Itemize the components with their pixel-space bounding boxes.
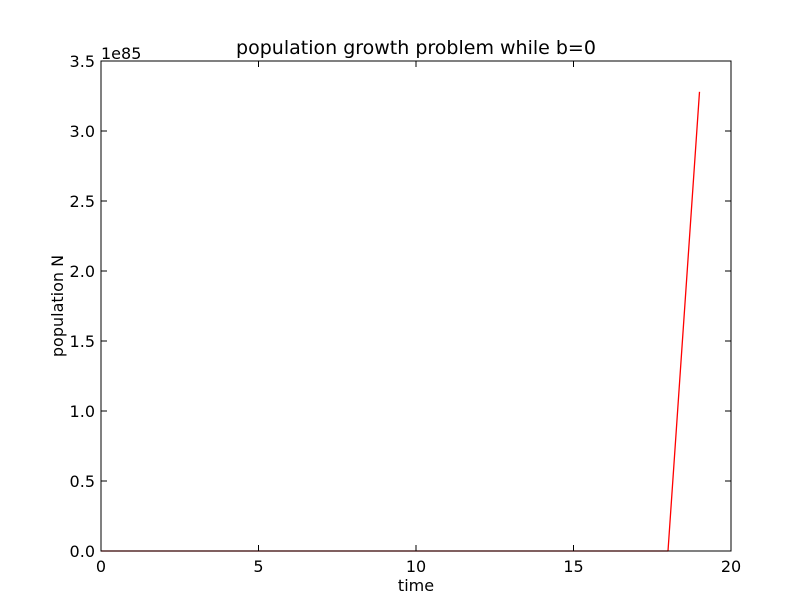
y-tick-label: 2.0	[70, 262, 95, 281]
x-tick-label: 10	[406, 557, 426, 576]
x-tick-label: 15	[563, 557, 583, 576]
y-tick-label: 3.5	[70, 52, 95, 71]
y-tick-label: 0.5	[70, 472, 95, 491]
y-tick-label: 3.0	[70, 122, 95, 141]
x-tick-label: 20	[721, 557, 741, 576]
y-tick-label: 2.5	[70, 192, 95, 211]
x-tick-label: 0	[96, 557, 106, 576]
y-axis-title: population N	[48, 255, 67, 357]
y-axis-offset-label: 1e85	[101, 44, 141, 63]
x-axis-title: time	[398, 576, 434, 595]
y-tick-label: 1.0	[70, 402, 95, 421]
x-tick-label: 5	[253, 557, 263, 576]
y-tick-label: 1.5	[70, 332, 95, 351]
y-tick-label: 0.0	[70, 542, 95, 561]
plot-area: 0 5 10 15 20 0.0 0.5 1.0 1.5 2.0 2.5 3.0 3.5	[70, 52, 742, 576]
chart-title: population growth problem while b=0	[236, 37, 596, 59]
